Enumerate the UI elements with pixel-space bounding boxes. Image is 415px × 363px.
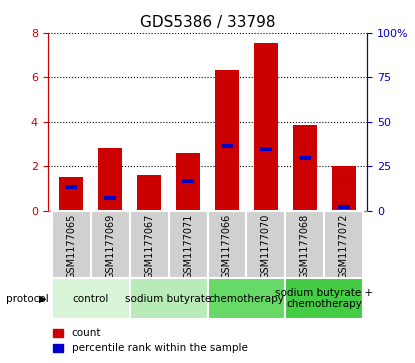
Bar <box>293 125 317 211</box>
Bar <box>90 211 129 278</box>
Title: GDS5386 / 33798: GDS5386 / 33798 <box>140 15 275 30</box>
Bar <box>168 211 208 278</box>
Text: sodium butyrate: sodium butyrate <box>125 294 212 303</box>
Bar <box>215 70 239 211</box>
Text: chemotherapy: chemotherapy <box>208 294 284 303</box>
Bar <box>286 278 364 319</box>
Bar <box>221 144 233 148</box>
Text: protocol: protocol <box>6 294 49 303</box>
Text: GSM1177066: GSM1177066 <box>222 214 232 279</box>
Bar <box>254 43 278 211</box>
Text: control: control <box>72 294 109 303</box>
Bar <box>286 211 325 278</box>
Text: ▶: ▶ <box>39 294 47 303</box>
Bar <box>104 196 116 200</box>
Bar <box>137 175 161 211</box>
Bar <box>247 211 286 278</box>
Text: GSM1177069: GSM1177069 <box>105 214 115 279</box>
Bar <box>332 166 356 211</box>
Text: GSM1177068: GSM1177068 <box>300 214 310 279</box>
Bar <box>51 211 90 278</box>
Bar <box>299 156 311 160</box>
Text: GSM1177072: GSM1177072 <box>339 214 349 280</box>
Legend: count, percentile rank within the sample: count, percentile rank within the sample <box>53 328 248 354</box>
Text: sodium butyrate +
chemotherapy: sodium butyrate + chemotherapy <box>275 288 374 309</box>
Text: GSM1177070: GSM1177070 <box>261 214 271 279</box>
Bar <box>129 278 208 319</box>
Bar <box>65 185 77 189</box>
Bar <box>176 153 200 211</box>
Text: GSM1177065: GSM1177065 <box>66 214 76 279</box>
Bar <box>98 148 122 211</box>
Bar <box>59 177 83 211</box>
Text: GSM1177067: GSM1177067 <box>144 214 154 279</box>
Bar <box>208 278 286 319</box>
Bar <box>182 179 194 183</box>
Bar <box>338 205 350 209</box>
Bar <box>208 211 247 278</box>
Bar <box>325 211 364 278</box>
Bar <box>129 211 168 278</box>
Text: GSM1177071: GSM1177071 <box>183 214 193 279</box>
Bar <box>260 147 272 151</box>
Bar <box>51 278 129 319</box>
